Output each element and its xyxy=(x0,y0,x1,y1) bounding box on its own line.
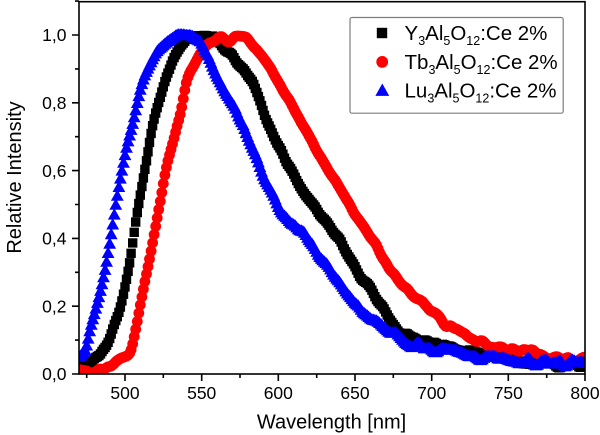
svg-text:750: 750 xyxy=(494,383,523,403)
svg-text:0,0: 0,0 xyxy=(42,364,67,384)
svg-text:0,4: 0,4 xyxy=(42,229,67,249)
svg-text:600: 600 xyxy=(264,383,293,403)
svg-text:Tb3Al5O12:Ce 2%: Tb3Al5O12:Ce 2% xyxy=(405,51,558,77)
svg-text:650: 650 xyxy=(340,383,369,403)
svg-text:550: 550 xyxy=(187,383,216,403)
svg-text:500: 500 xyxy=(110,383,139,403)
svg-text:Relative Intensity: Relative Intensity xyxy=(4,101,26,253)
svg-text:Wavelength [nm]: Wavelength [nm] xyxy=(257,412,406,434)
svg-text:800: 800 xyxy=(570,383,599,403)
svg-text:1,0: 1,0 xyxy=(42,25,67,45)
svg-text:0,6: 0,6 xyxy=(42,161,66,181)
svg-text:0,8: 0,8 xyxy=(42,93,66,113)
svg-text:Lu3Al5O12:Ce 2%: Lu3Al5O12:Ce 2% xyxy=(405,80,557,106)
svg-text:0,2: 0,2 xyxy=(42,296,66,316)
svg-text:700: 700 xyxy=(417,383,446,403)
